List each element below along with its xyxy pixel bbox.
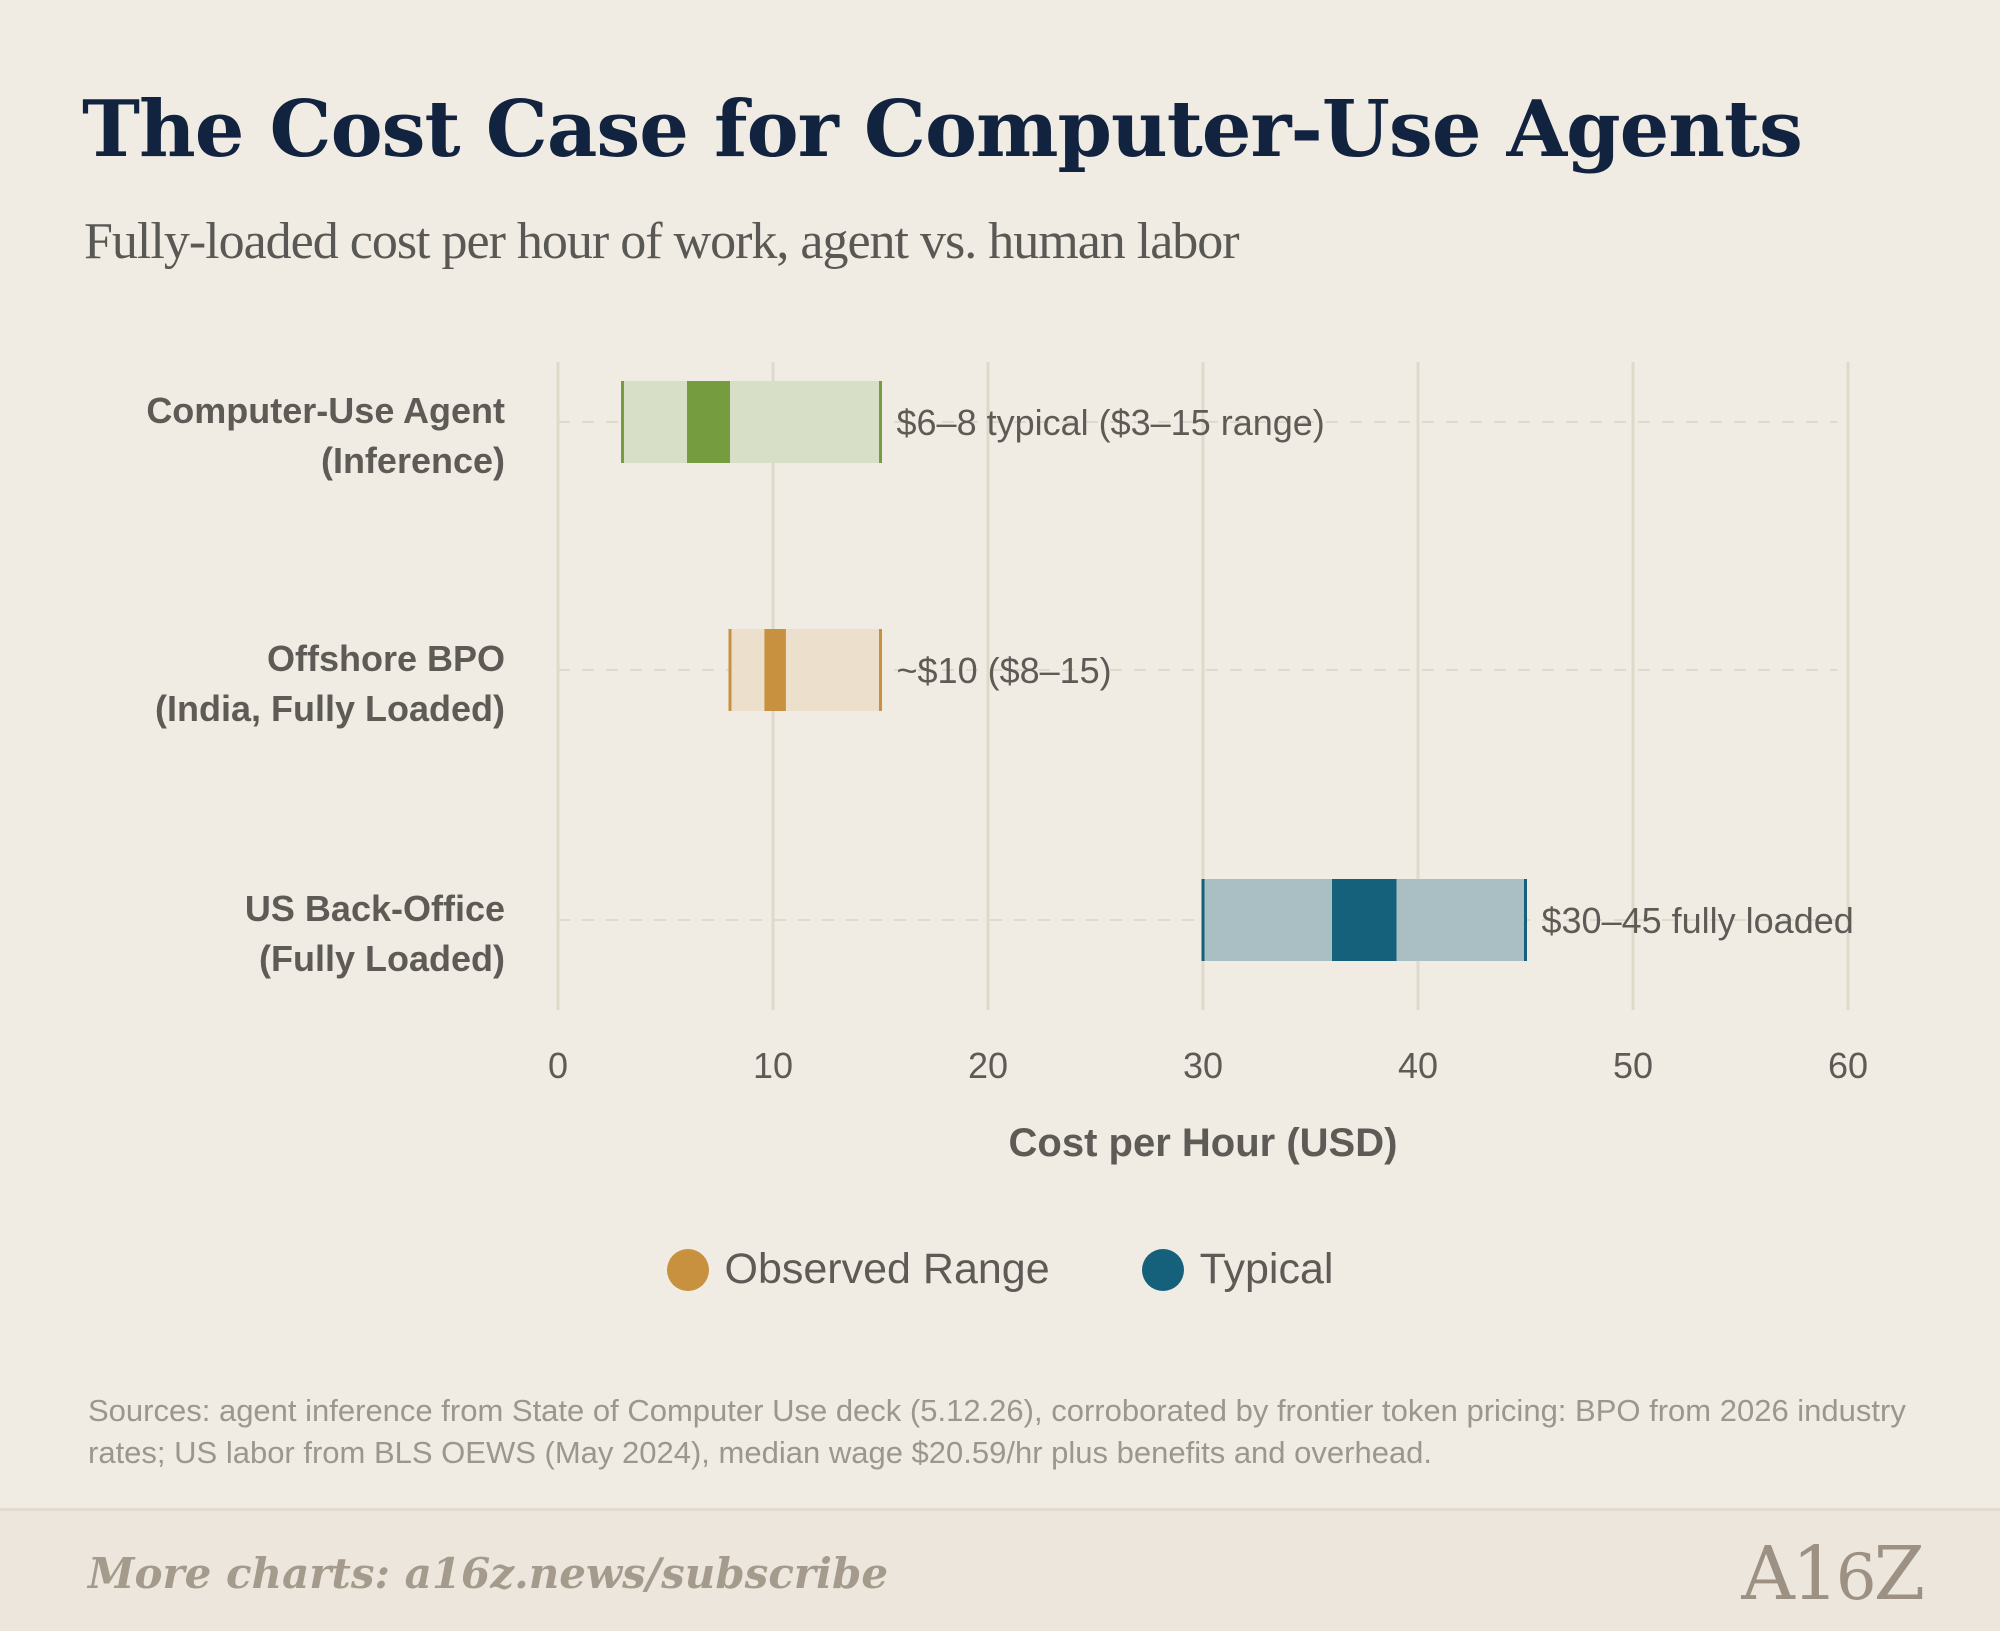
legend-label-observed-range: Observed Range <box>724 1245 1050 1293</box>
row-label-line-1-0: Offshore BPO <box>267 638 505 679</box>
subscribe-link[interactable]: More charts: a16z.news/subscribe <box>88 1549 889 1598</box>
legend-item-typical: Typical <box>1141 1245 1334 1294</box>
x-tick-label-50: 50 <box>1613 1045 1653 1086</box>
chart-subtitle: Fully-loaded cost per hour of work, agen… <box>84 213 1240 270</box>
range-bar-1 <box>730 629 881 711</box>
row-label-line-2-0: US Back-Office <box>245 888 505 929</box>
row-label-line-0-1: (Inference) <box>321 440 505 481</box>
row-label-line-0-0: Computer-Use Agent <box>146 390 505 431</box>
legend-swatch-observed-range <box>666 1248 709 1291</box>
x-tick-label-40: 40 <box>1398 1045 1438 1086</box>
legend-label-typical: Typical <box>1199 1245 1334 1293</box>
x-tick-label-20: 20 <box>968 1045 1008 1086</box>
x-tick-label-0: 0 <box>548 1045 568 1086</box>
row-label-line-2-1: (Fully Loaded) <box>259 938 505 979</box>
legend-item-observed-range: Observed Range <box>666 1245 1050 1294</box>
row-label-1: Offshore BPO (India, Fully Loaded) <box>155 638 505 729</box>
sources-note: Sources: agent inference from State of C… <box>88 1393 1906 1470</box>
row-label-line-1-1: (India, Fully Loaded) <box>155 688 505 729</box>
bar-annotation-1: ~$10 ($8–15) <box>897 650 1112 691</box>
typical-bar-1 <box>764 629 786 711</box>
x-tick-label-30: 30 <box>1183 1045 1223 1086</box>
row-label-0: Computer-Use Agent (Inference) <box>146 390 505 481</box>
row-label-2: US Back-Office (Fully Loaded) <box>245 888 505 979</box>
x-tick-label-60: 60 <box>1828 1045 1868 1086</box>
typical-bar-2 <box>1332 879 1397 961</box>
range-bar-chart: 0 10 20 30 40 50 60 Cost per Hour (USD) $6–8 typ… <box>146 362 1868 1165</box>
x-axis-title: Cost per Hour (USD) <box>1009 1121 1398 1165</box>
range-bar-0 <box>622 381 881 463</box>
a16z-logo: A16Z <box>1741 1531 1925 1617</box>
bar-annotation-2: $30–45 fully loaded <box>1542 900 1854 941</box>
footer-bar: More charts: a16z.news/subscribe A16Z <box>0 1508 2000 1631</box>
chart-title: The Cost Case for Computer-Use Agents <box>82 84 1803 175</box>
legend: Observed Range Typical <box>0 1245 2000 1294</box>
bar-annotation-0: $6–8 typical ($3–15 range) <box>897 402 1325 443</box>
x-tick-label-10: 10 <box>753 1045 793 1086</box>
typical-bar-0 <box>687 381 730 463</box>
legend-swatch-typical <box>1141 1248 1184 1291</box>
